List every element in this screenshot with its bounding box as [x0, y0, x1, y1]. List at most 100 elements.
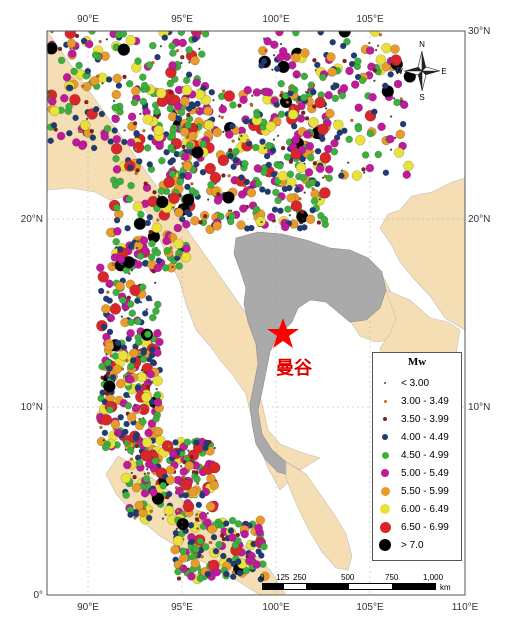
epicenter-dot	[132, 475, 137, 480]
epicenter-dot	[176, 178, 184, 186]
epicenter-dot	[47, 137, 54, 144]
epicenter-dot	[289, 85, 293, 90]
epicenter-dot	[181, 144, 186, 149]
epicenter-dot	[66, 130, 73, 137]
epicenter-dot	[330, 84, 337, 91]
epicenter-dot	[358, 76, 367, 85]
epicenter-dot	[316, 164, 325, 173]
x-tick-bottom: 110°E	[452, 602, 479, 613]
epicenter-dot	[89, 134, 97, 141]
epicenter-dot	[171, 166, 175, 170]
epicenter-dot	[190, 216, 200, 226]
epicenter-dot	[28, 64, 35, 71]
epicenter-dot	[393, 98, 401, 107]
epicenter-dot	[180, 55, 185, 60]
epicenter-dot	[50, 122, 58, 129]
epicenter-dot	[179, 467, 188, 476]
epicenter-dot	[246, 554, 249, 558]
legend-label: 6.00 - 6.49	[401, 503, 449, 515]
compass-e: E	[441, 67, 446, 76]
epicenter-dot	[28, 61, 34, 67]
epicenter-dot	[190, 558, 200, 568]
epicenter-dot	[68, 49, 77, 58]
epicenter-dot	[223, 520, 230, 527]
epicenter-dot	[123, 129, 126, 132]
legend-swatch	[377, 486, 393, 496]
epicenter-dot	[153, 329, 162, 338]
epicenter-dot	[362, 151, 370, 159]
epicenter-dot	[315, 148, 322, 155]
epicenter-dot	[271, 68, 274, 71]
epicenter-dot	[199, 492, 206, 499]
compass-rose: N S E W	[395, 38, 448, 102]
epicenter-dot	[182, 500, 195, 513]
epicenter-dot	[300, 173, 308, 182]
legend-label: < 3.00	[401, 377, 430, 389]
epicenter-dot	[152, 190, 157, 195]
epicenter-dot	[110, 143, 123, 155]
epicenter-dot	[145, 61, 154, 69]
epicenter-dot	[281, 146, 286, 151]
epicenter-dot	[62, 73, 72, 82]
epicenter-dot	[248, 224, 255, 232]
epicenter-dot	[133, 516, 137, 520]
epicenter-dot	[264, 188, 271, 195]
epicenter-dot	[139, 355, 147, 363]
epicenter-dot	[159, 45, 162, 48]
epicenter-dot	[127, 318, 135, 326]
epicenter-dot	[371, 108, 378, 115]
epicenter-dot	[207, 181, 215, 189]
epicenter-dot	[173, 535, 184, 546]
epicenter-dot	[196, 108, 200, 112]
epicenter-dot	[139, 418, 147, 426]
epicenter-dot	[134, 171, 138, 175]
legend-label: 5.00 - 5.49	[401, 467, 449, 479]
epicenter-dot	[198, 220, 203, 225]
epicenter-dot	[259, 186, 266, 193]
epicenter-dot	[366, 46, 375, 55]
epicenter-dot	[403, 160, 414, 171]
epicenter-dot	[98, 287, 105, 295]
epicenter-dot	[264, 48, 268, 53]
epicenter-dot	[122, 74, 127, 80]
epicenter-dot	[168, 61, 177, 70]
epicenter-dot	[146, 370, 155, 379]
epicenter-dot	[153, 427, 163, 437]
epicenter-dot	[190, 182, 194, 186]
epicenter-dot	[298, 197, 302, 201]
epicenter-dot	[250, 103, 254, 108]
epicenter-dot	[386, 135, 395, 144]
epicenter-dot	[128, 272, 131, 275]
epicenter-dot	[373, 79, 376, 82]
epicenter-dot	[263, 147, 266, 150]
epicenter-dot	[229, 101, 237, 109]
legend-swatch	[377, 521, 393, 533]
epicenter-dot	[66, 38, 77, 49]
epicenter-dot	[99, 389, 106, 396]
epicenter-dot	[135, 246, 139, 250]
epicenter-dot	[146, 471, 150, 475]
epicenter-dot	[125, 195, 133, 203]
epicenter-dot	[180, 252, 192, 263]
epicenter-dot	[88, 31, 96, 35]
scale-label: 500	[341, 573, 355, 582]
epicenter-dot	[288, 214, 291, 217]
epicenter-dot	[277, 110, 286, 118]
epicenter-dot	[213, 196, 223, 205]
epicenter-dot	[196, 125, 199, 128]
malay-peninsula	[285, 461, 353, 571]
epicenter-dot	[85, 40, 94, 49]
epicenter-dot	[261, 87, 270, 97]
epicenter-dot	[279, 42, 283, 46]
epicenter-dot	[222, 130, 225, 133]
epicenter-dot	[186, 112, 191, 118]
epicenter-dot	[115, 281, 125, 291]
epicenter-dot	[272, 138, 276, 141]
epicenter-dot	[223, 90, 235, 102]
epicenter-dot	[199, 169, 207, 176]
epicenter-dot	[263, 37, 272, 46]
epicenter-dot	[190, 55, 200, 66]
epicenter-dot	[133, 403, 137, 406]
epicenter-dot	[391, 62, 394, 65]
epicenter-dot	[382, 82, 389, 89]
